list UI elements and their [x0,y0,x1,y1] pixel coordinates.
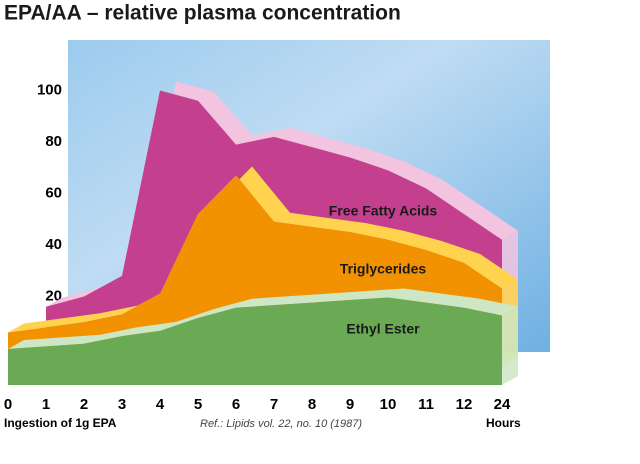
series-label: Ethyl Ester [346,321,420,337]
area-side [502,306,518,385]
chart-title: EPA/AA – relative plasma concentration [4,2,401,25]
x-tick-label: 0 [4,396,12,413]
series-label: Triglycerides [340,261,427,277]
y-tick-label: 100 [37,81,62,98]
x-tick-label: 7 [270,396,278,413]
x-tick-label: 24 [494,396,511,413]
x-axis-unit: Hours [486,416,521,430]
x-tick-label: 2 [80,396,88,413]
x-tick-label: 11 [418,396,434,413]
y-tick-label: 40 [45,236,62,253]
x-tick-label: 9 [346,396,354,413]
x-tick-label: 10 [380,396,397,413]
series-label: Free Fatty Acids [329,203,438,219]
area-ridge [8,288,518,349]
x-axis-label: Ingestion of 1g EPA [4,416,117,430]
area-ridge [8,166,518,333]
x-tick-label: 8 [308,396,316,413]
x-tick-label: 5 [194,396,202,413]
x-tick-label: 4 [156,396,165,413]
x-tick-label: 1 [42,396,50,413]
x-tick-label: 6 [232,396,240,413]
x-tick-label: 12 [456,396,473,413]
x-tick-label: 3 [118,396,126,413]
area [8,297,502,385]
y-tick-label: 60 [45,184,62,201]
reference: Ref.: Lipids vol. 22, no. 10 (1987) [200,418,362,430]
y-tick-label: 80 [45,133,62,150]
